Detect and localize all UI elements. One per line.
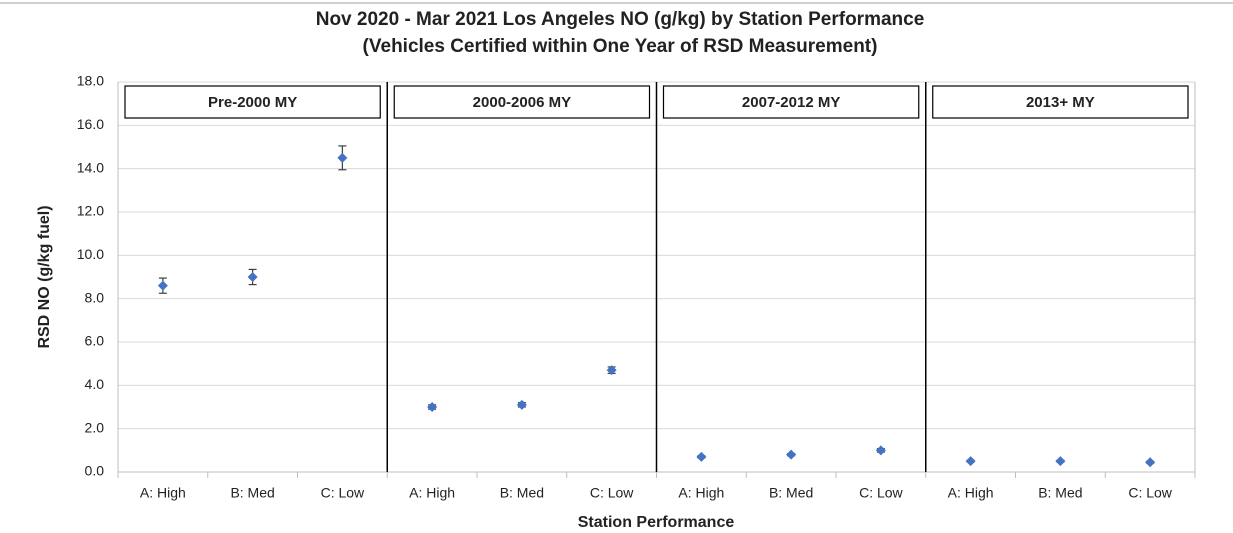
y-tick-label: 4.0 xyxy=(85,376,105,392)
data-point xyxy=(1145,457,1156,468)
panel-label: 2013+ MY xyxy=(1026,94,1095,111)
x-tick-label: A: High xyxy=(948,485,994,501)
y-tick-label: 18.0 xyxy=(77,73,104,89)
x-tick-label: B: Med xyxy=(230,485,274,501)
panel-label-box xyxy=(124,85,381,119)
y-tick-label: 12.0 xyxy=(77,203,104,219)
data-point xyxy=(606,365,617,376)
y-tick-label: 16.0 xyxy=(77,116,104,132)
y-tick-label: 8.0 xyxy=(85,289,105,305)
data-point xyxy=(965,456,976,467)
x-tick-label: B: Med xyxy=(1038,485,1082,501)
panel-label-box xyxy=(393,85,651,119)
x-axis-title: Station Performance xyxy=(578,514,735,531)
y-tick-label: 14.0 xyxy=(77,159,104,175)
x-tick-label: C: Low xyxy=(321,485,365,501)
data-point xyxy=(516,399,527,410)
x-tick-label: C: Low xyxy=(1128,485,1172,501)
data-point xyxy=(157,280,168,291)
chart-subtitle: (Vehicles Certified within One Year of R… xyxy=(363,36,878,57)
x-tick-label: A: High xyxy=(140,485,186,501)
data-point xyxy=(247,272,258,282)
data-point xyxy=(786,449,797,460)
data-point xyxy=(427,402,438,412)
data-point xyxy=(337,152,348,163)
x-tick-label: A: High xyxy=(678,485,724,501)
y-axis-title: RSD NO (g/kg fuel) xyxy=(36,205,53,348)
x-tick-label: B: Med xyxy=(769,485,813,501)
y-tick-label: 2.0 xyxy=(85,419,105,435)
x-tick-label: C: Low xyxy=(859,485,903,501)
y-tick-label: 10.0 xyxy=(77,246,104,262)
x-tick-label: B: Med xyxy=(500,485,544,501)
panel-label: 2000-2006 MY xyxy=(473,94,571,111)
panel-label-box xyxy=(662,85,920,119)
y-tick-label: 0.0 xyxy=(85,463,105,479)
data-point xyxy=(696,451,707,462)
x-tick-label: C: Low xyxy=(590,485,634,501)
data-point xyxy=(875,445,886,456)
data-point xyxy=(1055,456,1066,467)
panel-label: 2007-2012 MY xyxy=(742,94,840,111)
panel-label: Pre-2000 MY xyxy=(208,94,297,111)
panel-label-box xyxy=(932,85,1189,119)
chart-title: Nov 2020 - Mar 2021 Los Angeles NO (g/kg… xyxy=(316,9,925,30)
y-tick-label: 6.0 xyxy=(85,333,105,349)
x-tick-label: A: High xyxy=(409,485,455,501)
